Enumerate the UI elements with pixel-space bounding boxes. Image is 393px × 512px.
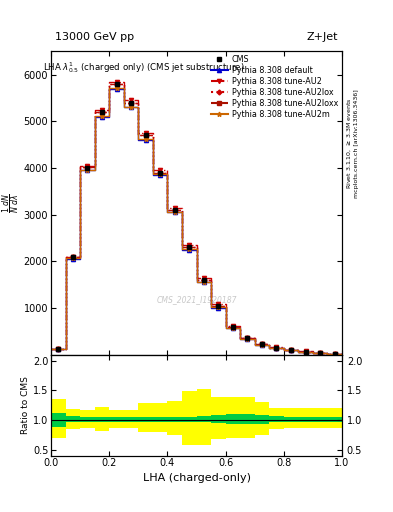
Bar xyxy=(124,417,138,422)
Bar xyxy=(327,408,342,428)
CMS xyxy=(114,81,119,87)
CMS xyxy=(158,169,163,176)
CMS xyxy=(274,345,279,351)
Bar xyxy=(153,403,167,432)
Bar xyxy=(153,417,167,422)
Bar xyxy=(51,413,66,427)
Bar xyxy=(138,417,153,422)
CMS xyxy=(289,347,294,353)
X-axis label: LHA (charged-only): LHA (charged-only) xyxy=(143,473,250,483)
Bar xyxy=(124,411,138,428)
Line: CMS: CMS xyxy=(56,81,337,356)
Bar xyxy=(167,417,182,422)
Bar xyxy=(240,397,255,438)
Text: 13000 GeV pp: 13000 GeV pp xyxy=(55,32,134,42)
CMS xyxy=(332,351,337,357)
Bar xyxy=(226,397,240,438)
Bar xyxy=(51,399,66,438)
Text: LHA $\lambda^{1}_{0.5}$ (charged only) (CMS jet substructure): LHA $\lambda^{1}_{0.5}$ (charged only) (… xyxy=(43,60,245,75)
Bar xyxy=(80,417,95,422)
Bar xyxy=(284,408,298,428)
Y-axis label: Ratio to CMS: Ratio to CMS xyxy=(21,376,30,434)
CMS xyxy=(245,335,250,342)
CMS xyxy=(231,324,235,330)
Text: CMS_2021_I1920187: CMS_2021_I1920187 xyxy=(156,295,237,305)
CMS xyxy=(129,99,134,105)
Bar xyxy=(298,408,313,428)
Bar xyxy=(95,417,109,422)
CMS xyxy=(260,341,264,347)
Bar xyxy=(284,417,298,422)
Bar xyxy=(255,415,269,423)
Bar xyxy=(182,392,196,445)
Bar xyxy=(138,403,153,432)
Y-axis label: $\frac{1}{N}\frac{dN}{d\lambda}$: $\frac{1}{N}\frac{dN}{d\lambda}$ xyxy=(1,193,22,213)
Bar xyxy=(109,411,124,428)
Bar xyxy=(95,407,109,431)
CMS xyxy=(173,207,177,213)
Bar xyxy=(327,417,342,422)
Bar xyxy=(255,402,269,435)
Bar xyxy=(196,416,211,422)
Bar xyxy=(109,417,124,422)
CMS xyxy=(216,303,221,309)
Bar xyxy=(66,409,80,429)
Text: mcplots.cern.ch [arXiv:1306.3436]: mcplots.cern.ch [arXiv:1306.3436] xyxy=(354,89,359,198)
CMS xyxy=(85,165,90,171)
CMS xyxy=(56,346,61,352)
Bar xyxy=(226,414,240,424)
Bar xyxy=(167,401,182,435)
Bar xyxy=(211,397,226,439)
Bar xyxy=(80,411,95,428)
Bar xyxy=(298,417,313,422)
Legend: CMS, Pythia 8.308 default, Pythia 8.308 tune-AU2, Pythia 8.308 tune-AU2lox, Pyth: CMS, Pythia 8.308 default, Pythia 8.308 … xyxy=(209,54,340,121)
CMS xyxy=(318,350,323,356)
Text: Rivet 3.1.10, $\geq$ 3.3M events: Rivet 3.1.10, $\geq$ 3.3M events xyxy=(345,98,353,189)
CMS xyxy=(71,253,75,260)
Text: Z+Jet: Z+Jet xyxy=(307,32,338,42)
CMS xyxy=(187,244,192,250)
Bar xyxy=(269,408,284,429)
Bar xyxy=(313,417,327,422)
Bar xyxy=(196,389,211,445)
CMS xyxy=(143,132,148,138)
Bar xyxy=(66,416,80,422)
Bar xyxy=(240,414,255,424)
CMS xyxy=(202,277,206,283)
Bar xyxy=(211,415,226,423)
Bar xyxy=(182,417,196,422)
CMS xyxy=(303,349,308,355)
CMS xyxy=(100,109,105,115)
Bar xyxy=(313,408,327,428)
Bar xyxy=(269,416,284,422)
